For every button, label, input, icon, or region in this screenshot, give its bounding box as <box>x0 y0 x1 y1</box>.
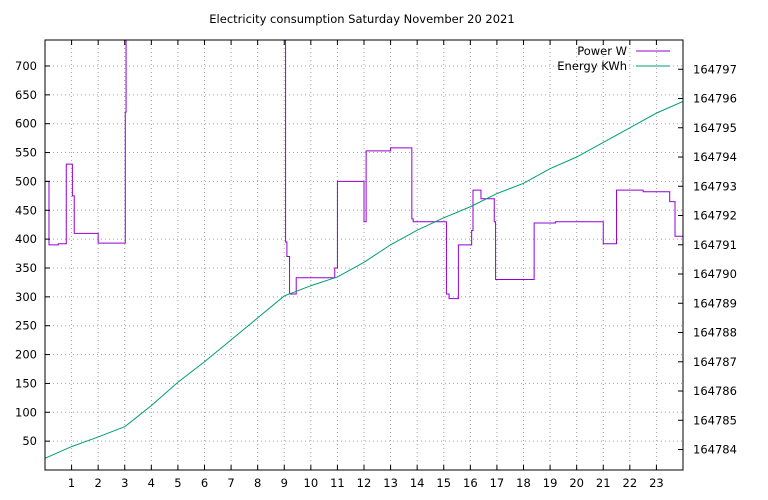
y-tick-label: 400 <box>15 232 37 246</box>
x-tick-label: 12 <box>357 476 372 490</box>
x-tick-label: 6 <box>201 476 208 490</box>
y-tick-label: 100 <box>15 405 37 419</box>
y-tick-label: 200 <box>15 348 37 362</box>
y-tick-label: 700 <box>15 59 37 73</box>
y2-tick-label: 164797 <box>693 62 737 76</box>
x-tick-label: 3 <box>121 476 128 490</box>
y2-tick-label: 164787 <box>693 355 737 369</box>
y-tick-label: 150 <box>15 376 37 390</box>
x-tick-label: 16 <box>463 476 478 490</box>
x-tick-label: 1 <box>68 476 75 490</box>
axis-ticks: 1 2 3 4 5 6 7 8 9 10 11 12 13 14 15 16 17 18 19 20 21 22 23501… <box>15 40 737 490</box>
y2-tick-label: 164795 <box>693 121 737 135</box>
y2-tick-label: 164793 <box>693 179 737 193</box>
x-tick-label: 18 <box>516 476 531 490</box>
y-tick-label: 300 <box>15 290 37 304</box>
x-tick-label: 5 <box>174 476 181 490</box>
y-tick-label: 600 <box>15 117 37 131</box>
legend-label: Energy KWh <box>557 59 627 73</box>
x-tick-label: 23 <box>649 476 664 490</box>
x-tick-label: 4 <box>148 476 155 490</box>
x-tick-label: 21 <box>596 476 611 490</box>
y2-tick-label: 164792 <box>693 209 737 223</box>
y2-tick-label: 164788 <box>693 326 737 340</box>
y2-tick-label: 164786 <box>693 384 737 398</box>
x-tick-label: 14 <box>410 476 425 490</box>
x-tick-label: 17 <box>490 476 505 490</box>
y-tick-label: 450 <box>15 203 37 217</box>
x-tick-label: 15 <box>436 476 451 490</box>
y2-tick-label: 164789 <box>693 296 737 310</box>
y2-tick-label: 164796 <box>693 92 737 106</box>
series-line-power <box>45 40 683 300</box>
y-tick-label: 250 <box>15 319 37 333</box>
x-tick-label: 22 <box>623 476 638 490</box>
x-tick-label: 20 <box>569 476 584 490</box>
y2-tick-label: 164785 <box>693 413 737 427</box>
x-tick-label: 10 <box>304 476 319 490</box>
y2-tick-label: 164790 <box>693 267 737 281</box>
x-tick-label: 8 <box>254 476 261 490</box>
y2-tick-label: 164784 <box>693 443 737 457</box>
y-tick-label: 500 <box>15 174 37 188</box>
x-tick-label: 19 <box>543 476 558 490</box>
x-tick-label: 13 <box>383 476 398 490</box>
grid <box>45 40 683 470</box>
y-tick-label: 350 <box>15 261 37 275</box>
y-tick-label: 550 <box>15 146 37 160</box>
x-tick-label: 7 <box>227 476 234 490</box>
y-tick-label: 650 <box>15 88 37 102</box>
legend-label: Power W <box>577 44 627 58</box>
series-line-energy <box>45 100 683 459</box>
y-tick-label: 50 <box>22 434 37 448</box>
series-layer <box>45 40 683 459</box>
x-tick-label: 2 <box>95 476 102 490</box>
chart-title: Electricity consumption Saturday Novembe… <box>209 12 514 26</box>
y2-tick-label: 164794 <box>693 150 737 164</box>
x-tick-label: 11 <box>330 476 345 490</box>
x-tick-label: 9 <box>281 476 288 490</box>
y2-tick-label: 164791 <box>693 238 737 252</box>
